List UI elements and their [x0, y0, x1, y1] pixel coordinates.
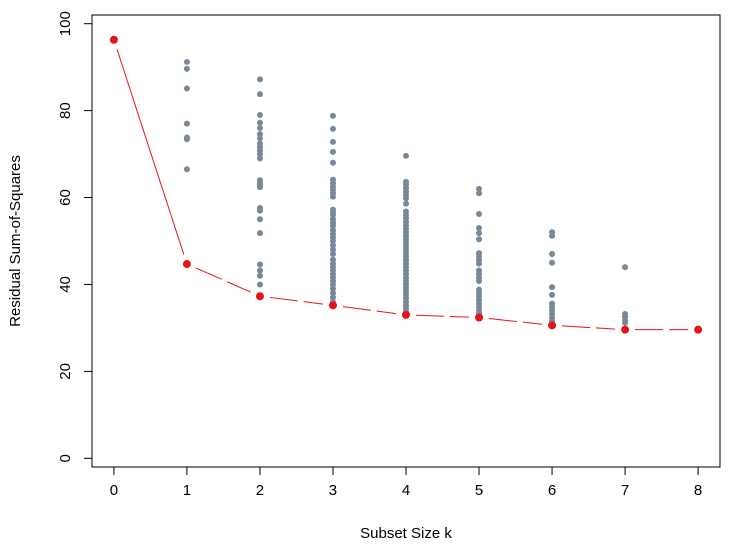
subset-point-k2-18	[256, 216, 263, 223]
subset-point-k3-2	[329, 138, 336, 145]
subset-point-k6-3	[549, 259, 556, 266]
y-axis-title: Residual Sum-of-Squares	[7, 155, 24, 327]
x-tick-label-7: 7	[621, 482, 629, 499]
y-tick-label-80: 80	[57, 102, 74, 119]
x-axis: 0 1 2 3 4 5 6 7 8	[110, 466, 702, 499]
subset-point-k5-13	[476, 277, 483, 284]
subset-point-k5-2	[476, 211, 483, 218]
best-point-k4	[402, 310, 410, 319]
subset-point-k3-22	[329, 246, 336, 253]
subset-point-k6-2	[549, 251, 556, 258]
x-axis-title: Subset Size k	[360, 525, 452, 542]
subset-point-k3-21	[329, 242, 336, 249]
subset-point-k5-4	[476, 230, 483, 237]
subset-point-k1-1	[183, 65, 190, 72]
best-line-segment-3	[342, 306, 397, 315]
subset-point-k6-1	[549, 232, 556, 239]
subset-point-k3-13	[329, 211, 336, 218]
subset-point-k2-4	[256, 125, 263, 131]
subset-point-k5-5	[476, 236, 483, 243]
subset-point-k3-0	[329, 112, 336, 119]
subset-point-k5-0	[476, 185, 483, 192]
x-tick-label-8: 8	[694, 482, 702, 499]
best-line-segment-4	[415, 314, 470, 318]
subset-point-k1-6	[183, 166, 190, 173]
subset-point-k3-20	[329, 238, 336, 244]
subset-point-k3-3	[329, 148, 336, 155]
subset-point-k2-11	[256, 155, 263, 162]
best-point-k2	[255, 292, 264, 301]
y-axis: 0 20 40 60 80 100	[57, 11, 93, 462]
subset-point-k1-0	[183, 58, 190, 65]
subset-point-k1-2	[183, 85, 190, 92]
best-line-segment-6	[561, 325, 616, 330]
subset-point-k3-10	[329, 193, 336, 200]
subset-point-k2-22	[256, 272, 263, 279]
subset-point-k3-23	[329, 251, 336, 258]
x-tick-label-5: 5	[475, 482, 483, 499]
y-tick-label-40: 40	[57, 276, 74, 293]
subset-point-k4-6	[403, 195, 409, 202]
subset-point-k3-16	[329, 222, 336, 229]
subset-point-k2-19	[256, 230, 263, 237]
subset-point-k3-32	[329, 285, 336, 292]
subset-point-k5-9	[476, 260, 483, 267]
subset-point-k5-3	[476, 224, 483, 231]
best-point-k6	[548, 321, 557, 330]
subset-point-k3-1	[329, 125, 336, 132]
best-point-k0	[109, 35, 118, 44]
subset-point-k2-0	[256, 76, 263, 83]
y-tick-label-0: 0	[57, 454, 74, 462]
subset-point-k2-2	[256, 111, 263, 118]
best-subset-points	[109, 35, 703, 334]
x-tick-label-6: 6	[548, 482, 556, 499]
best-point-k3	[328, 301, 337, 310]
best-point-k5	[475, 313, 484, 322]
subset-point-k3-31	[329, 281, 336, 288]
subset-point-k4-0	[403, 152, 409, 159]
subset-point-k2-6	[256, 135, 263, 142]
subset-point-k2-5	[256, 131, 263, 138]
y-tick-label-60: 60	[57, 189, 74, 206]
x-tick-label-1: 1	[183, 482, 191, 499]
subset-point-k2-3	[256, 119, 263, 126]
subset-point-k5-1	[476, 190, 483, 197]
subset-point-k2-23	[256, 281, 263, 288]
subset-point-k7-0	[622, 264, 629, 271]
subset-point-k4-7	[403, 200, 409, 207]
x-tick-label-4: 4	[402, 482, 410, 499]
subset-point-k2-1	[256, 91, 263, 98]
best-point-k8	[694, 325, 703, 334]
x-tick-label-3: 3	[329, 482, 337, 499]
subset-point-k7-4	[622, 319, 629, 326]
y-tick-label-100: 100	[57, 11, 74, 36]
best-subset-line	[116, 49, 689, 331]
best-line-segment-0	[116, 49, 185, 255]
subset-point-k2-20	[256, 261, 263, 268]
x-tick-label-2: 2	[256, 482, 264, 499]
subset-point-k3-4	[329, 159, 336, 166]
x-tick-label-0: 0	[110, 482, 118, 499]
best-point-k7	[621, 325, 630, 334]
subset-point-k2-15	[256, 184, 263, 191]
subset-point-k2-21	[256, 267, 263, 274]
best-line-segment-1	[195, 267, 252, 293]
subset-point-k6-4	[549, 284, 556, 291]
subset-point-k2-17	[256, 207, 263, 214]
best-line-segment-2	[269, 296, 324, 305]
subset-point-k3-34	[329, 294, 336, 301]
subset-point-k1-3	[183, 120, 190, 127]
subset-point-k1-5	[183, 136, 190, 143]
best-line-segment-5	[488, 318, 543, 325]
best-point-k1	[182, 260, 191, 269]
subset-point-k3-33	[329, 290, 336, 297]
subset-point-k2-10	[256, 151, 263, 158]
subset-point-k6-5	[549, 291, 556, 298]
y-tick-label-20: 20	[57, 363, 74, 380]
